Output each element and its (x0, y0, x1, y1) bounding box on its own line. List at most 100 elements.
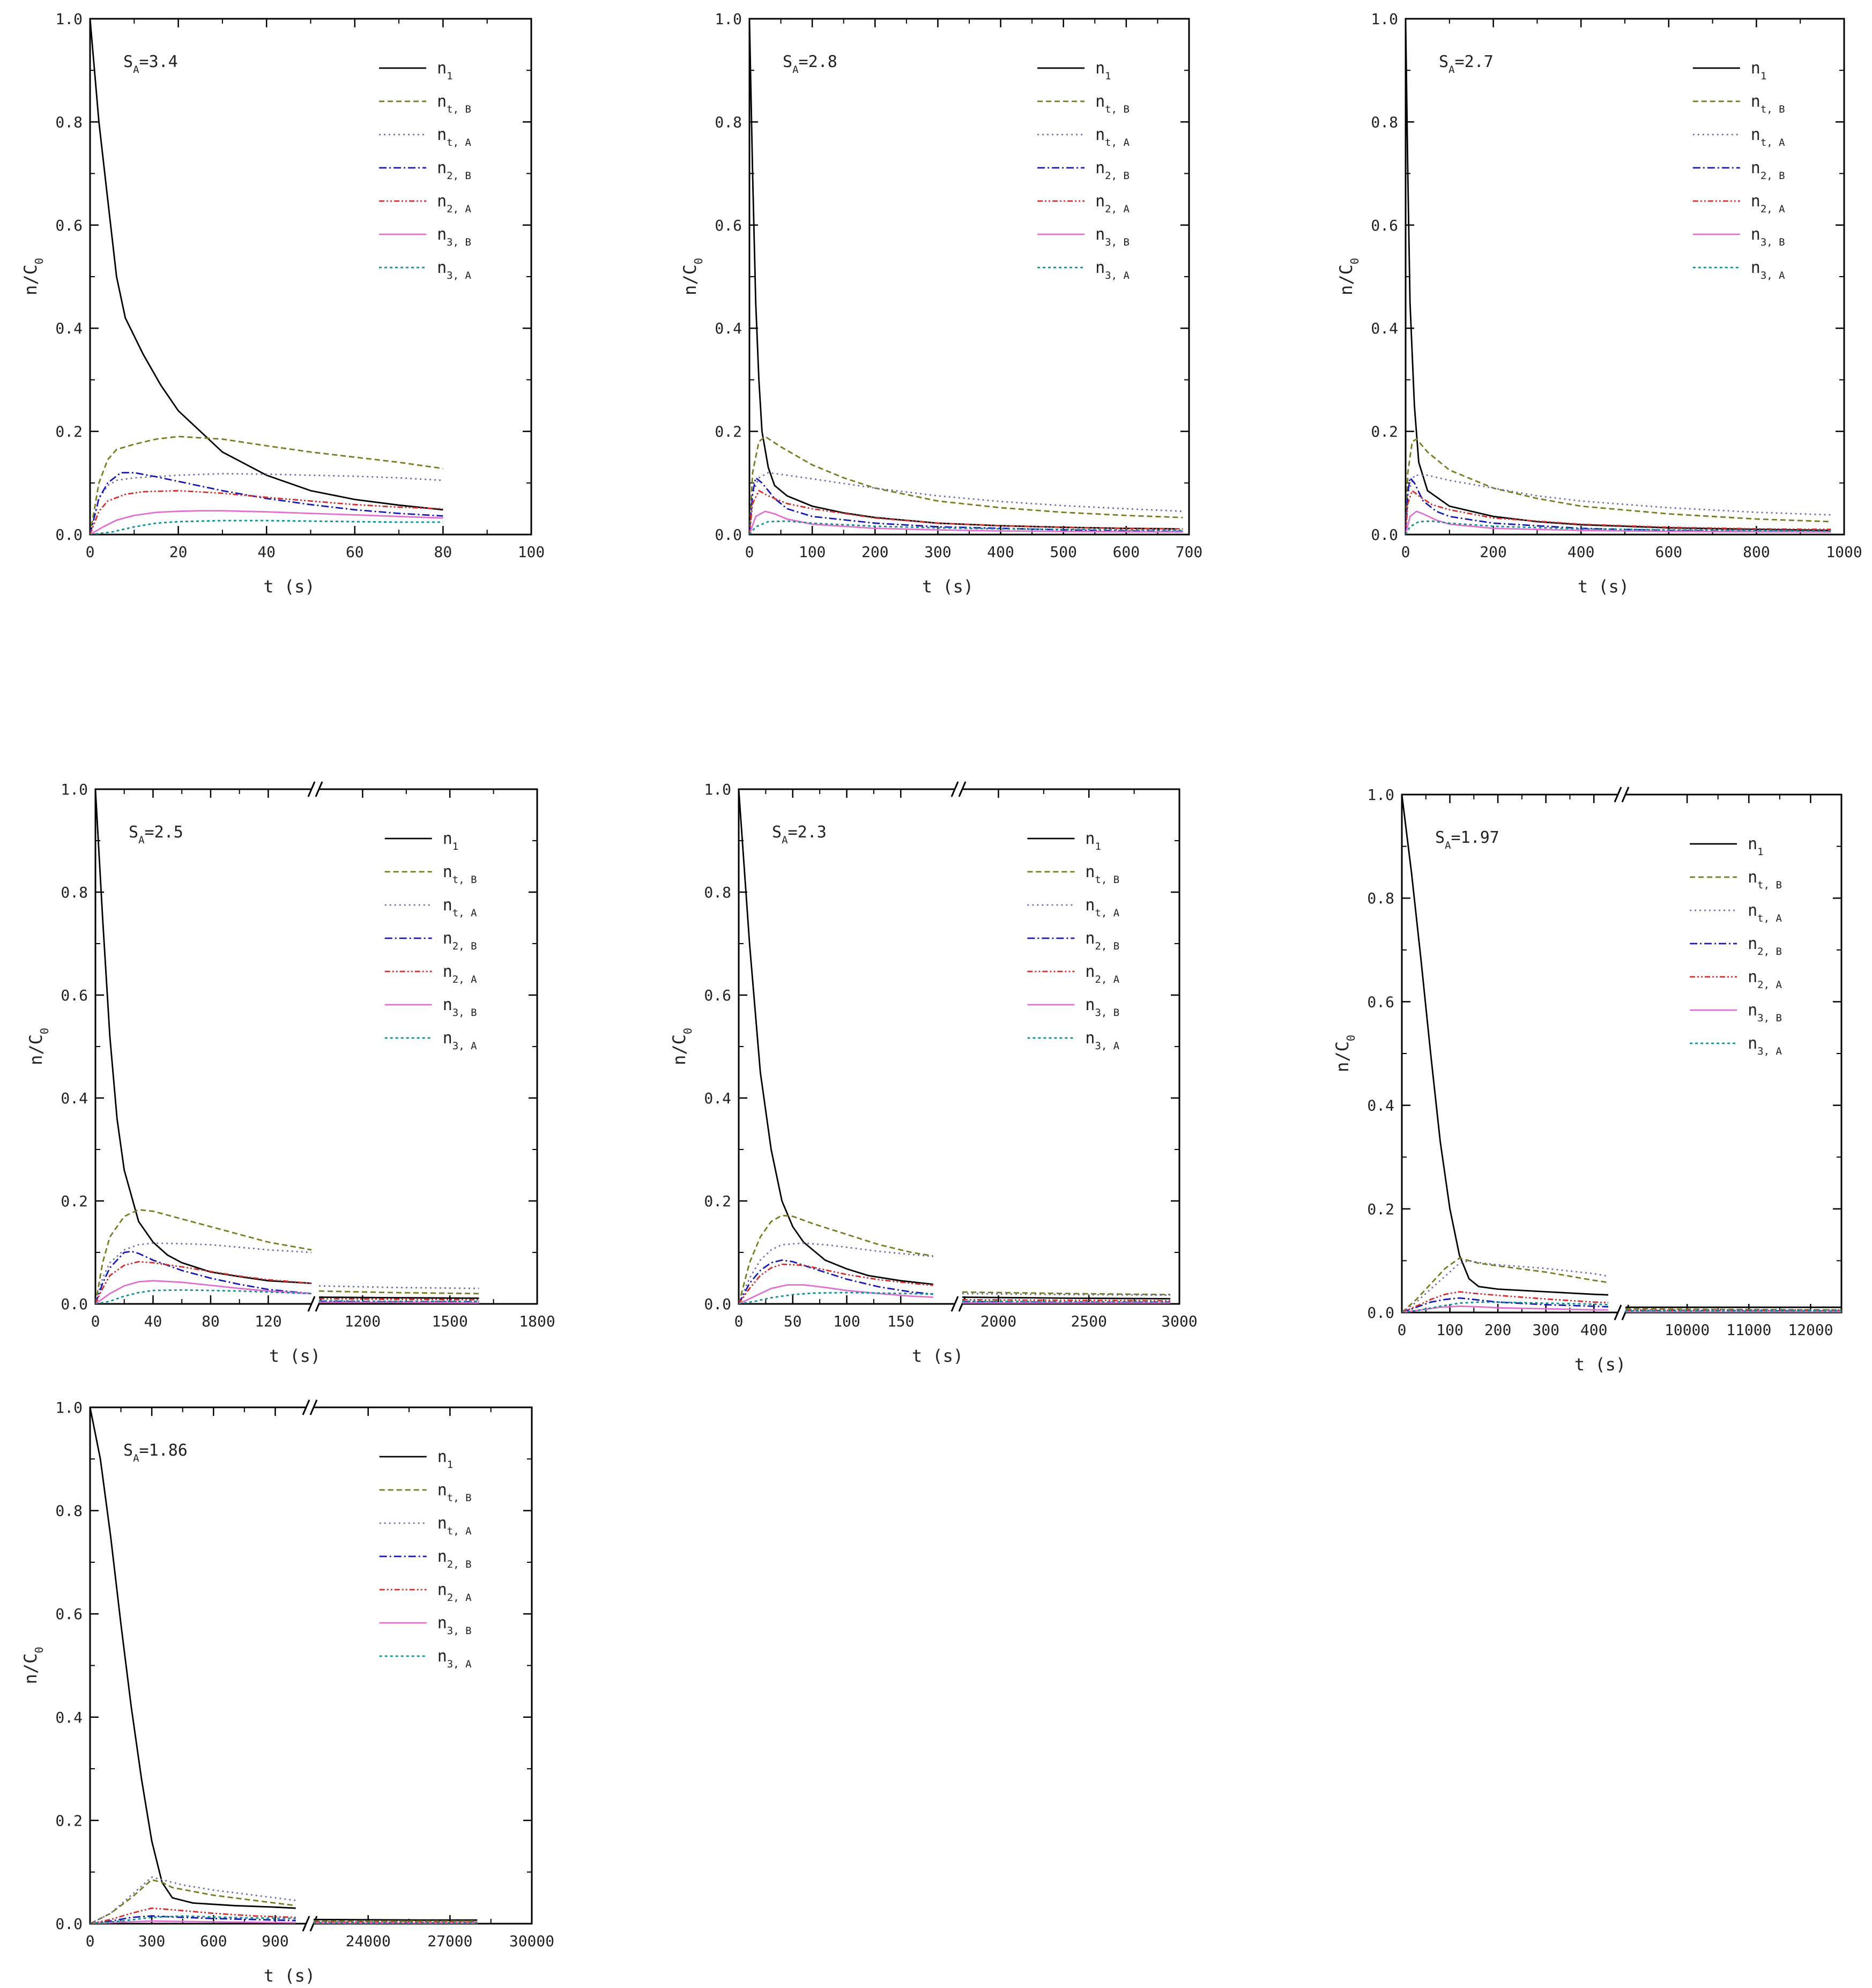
y-axis-title-main: n/C (20, 264, 41, 295)
x-tick-label: 50 (784, 1312, 802, 1330)
series-line-4 (90, 472, 443, 535)
legend-entry-5: n2, A (443, 962, 477, 985)
legend-entry-1: n1 (1085, 829, 1101, 852)
y-axis-title-main: n/C (669, 1034, 689, 1065)
series-line-3 (749, 472, 1183, 535)
series-line-4 (1402, 1297, 1609, 1312)
series-line-7-segment-2 (962, 1300, 1171, 1303)
legend-entry-5: n2, A (1085, 962, 1119, 985)
legend-entry-main: n (1748, 1001, 1757, 1020)
series-line-2-segment-2 (318, 1290, 479, 1295)
legend-entry-sub: 3, B (452, 1007, 477, 1019)
series-line-2-segment-2 (962, 1291, 1171, 1296)
legend-entry-main: n (1095, 59, 1105, 78)
x-tick-label: 10000 (1665, 1321, 1710, 1339)
y-tick-label: 0.0 (55, 1915, 83, 1933)
legend-entry-sub: 1 (447, 1459, 453, 1471)
series-line-7 (739, 1292, 933, 1304)
legend-entry-sub: 2, B (452, 940, 477, 952)
x-axis-title: t (s) (912, 1346, 963, 1366)
x-tick-label: 12000 (1788, 1321, 1833, 1339)
legend-entry-main: n (1085, 896, 1095, 915)
legend-entry-sub: 1 (1095, 841, 1101, 852)
legend-entry-1: n1 (1095, 59, 1111, 82)
x-tick-label: 600 (1113, 543, 1140, 561)
y-tick-label: 1.0 (61, 781, 88, 798)
axis-break-mark-top (1614, 787, 1622, 803)
legend-entry-sub: t, B (447, 103, 471, 115)
y-axis-title: n/C0 (26, 1028, 51, 1065)
x-tick-label: 1500 (432, 1312, 467, 1330)
series-line-7 (90, 520, 443, 535)
legend-entry-sub: 2, A (447, 203, 471, 215)
y-axis-title-sub: 0 (1344, 1035, 1357, 1041)
y-tick-label: 0.8 (1367, 889, 1394, 907)
x-tick-label: 700 (1176, 543, 1203, 561)
y-tick-label: 0.2 (704, 1192, 731, 1210)
axis-break-mark-bottom (1614, 1304, 1622, 1321)
series-line-1-segment-2 (962, 1296, 1171, 1300)
y-tick-label: 0.6 (715, 217, 742, 234)
legend-entry-5: n2, A (1748, 968, 1782, 991)
series-line-6 (90, 1920, 296, 1924)
legend-entry-main: n (1095, 258, 1105, 277)
legend-entry-sub: t, A (1757, 913, 1782, 924)
panel-label-main: S (1435, 828, 1445, 847)
x-tick-label: 300 (1532, 1321, 1559, 1339)
legend-entry-sub: 1 (452, 841, 458, 852)
x-tick-label: 300 (924, 543, 952, 561)
legend-entry-sub: t, B (1757, 879, 1782, 891)
axis-break-mark-top (302, 1399, 310, 1415)
x-tick-label: 400 (1568, 543, 1595, 561)
axis-break-mark-bottom (958, 1296, 967, 1312)
y-axis-title-main: n/C (680, 264, 700, 295)
panel-label-value: =3.4 (139, 53, 178, 71)
series-line-6 (90, 510, 443, 535)
legend-entry-sub: t, A (447, 1525, 472, 1537)
legend-entry-sub: 2, B (1105, 170, 1130, 182)
series-line-3 (90, 1876, 296, 1924)
legend-entry-1: n1 (1751, 59, 1767, 82)
legend-entry-main: n (437, 125, 447, 144)
legend-entry-2: nt, B (1085, 863, 1119, 886)
series-line-6 (1402, 1305, 1609, 1312)
y-tick-label: 0.4 (55, 1709, 83, 1726)
x-tick-label: 100 (799, 543, 826, 561)
x-axis-title: t (s) (1578, 576, 1629, 597)
panel-label: SA=2.5 (129, 823, 183, 846)
series-line-3 (95, 1242, 312, 1304)
panel-label-sub: A (1445, 840, 1451, 851)
legend-entry-sub: t, A (447, 137, 471, 149)
x-tick-label: 11000 (1726, 1321, 1771, 1339)
legend-entry-6: n3, B (1751, 225, 1785, 248)
panel-label-main: S (129, 823, 138, 842)
legend-entry-sub: 1 (1760, 70, 1766, 82)
legend-entry-main: n (1748, 901, 1757, 920)
x-tick-label: 400 (987, 543, 1014, 561)
y-tick-label: 0.4 (1367, 1097, 1394, 1115)
legend-entry-main: n (443, 996, 452, 1014)
legend-entry-6: n3, B (443, 996, 477, 1019)
legend-entry-main: n (443, 929, 452, 948)
legend-entry-main: n (443, 829, 452, 848)
x-tick-label: 0 (734, 1312, 744, 1330)
y-axis-title-main: n/C (20, 1653, 41, 1685)
legend-entry-6: n3, B (437, 225, 471, 248)
legend-entry-main: n (1751, 125, 1760, 144)
legend-entry-main: n (443, 962, 452, 981)
x-axis-title: t (s) (264, 1965, 315, 1986)
axis-break-gap-top (1618, 792, 1625, 797)
y-axis-title-sub: 0 (33, 258, 46, 264)
legend-entry-sub: 3, A (1095, 1040, 1119, 1052)
legend-entry-main: n (437, 59, 447, 78)
legend-entry-main: n (437, 258, 447, 277)
series-line-2 (90, 1879, 296, 1924)
legend-entry-4: n2, B (1751, 159, 1785, 182)
legend-entry-sub: 3, A (1105, 270, 1130, 281)
legend-entry-sub: 2, A (452, 974, 477, 985)
y-axis-title: n/C0 (680, 258, 705, 295)
panel-label: SA=3.4 (123, 53, 178, 76)
legend-entry-main: n (443, 863, 452, 881)
chart-panel-3: 0.0 0.2 0.4 0.6 0.8 1.0 0 200 400 600 800 1000 t (s)… (1336, 10, 1862, 597)
